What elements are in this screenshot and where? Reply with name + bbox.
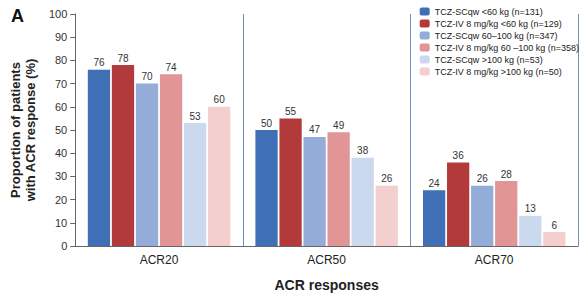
- svg-text:24: 24: [429, 178, 441, 189]
- svg-text:36: 36: [453, 150, 465, 161]
- svg-text:74: 74: [166, 62, 178, 73]
- svg-text:10: 10: [55, 217, 67, 229]
- svg-text:6: 6: [552, 220, 558, 231]
- svg-text:55: 55: [285, 106, 297, 117]
- svg-text:ACR50: ACR50: [307, 253, 346, 267]
- svg-text:38: 38: [357, 145, 369, 156]
- svg-text:100: 100: [49, 8, 67, 20]
- svg-text:ACR responses: ACR responses: [274, 277, 378, 293]
- svg-text:70: 70: [141, 71, 153, 82]
- svg-text:ACR20: ACR20: [140, 253, 179, 267]
- svg-text:26: 26: [381, 173, 393, 184]
- svg-text:50: 50: [261, 118, 273, 129]
- svg-text:20: 20: [55, 194, 67, 206]
- svg-text:with ACR response (%): with ACR response (%): [23, 59, 38, 203]
- svg-text:ACR70: ACR70: [475, 253, 514, 267]
- svg-text:Proportion of patients: Proportion of patients: [8, 62, 23, 198]
- svg-text:53: 53: [190, 111, 202, 122]
- svg-text:26: 26: [477, 173, 489, 184]
- svg-text:40: 40: [55, 147, 67, 159]
- svg-text:TCZ-IV 8 mg/kg >100 kg (n=50): TCZ-IV 8 mg/kg >100 kg (n=50): [435, 67, 562, 77]
- svg-text:60: 60: [214, 94, 226, 105]
- svg-text:TCZ-SCqw 60–100 kg (n=347): TCZ-SCqw 60–100 kg (n=347): [435, 31, 558, 41]
- svg-text:TCZ-IV 8 mg/kg <60 kg (n=129): TCZ-IV 8 mg/kg <60 kg (n=129): [435, 19, 562, 29]
- svg-text:78: 78: [117, 53, 129, 64]
- svg-text:49: 49: [333, 120, 345, 131]
- svg-text:A: A: [11, 6, 24, 26]
- svg-text:13: 13: [525, 203, 537, 214]
- svg-text:50: 50: [55, 124, 67, 136]
- svg-text:47: 47: [309, 124, 321, 135]
- svg-text:0: 0: [61, 240, 67, 252]
- svg-text:TCZ-SCqw >100 kg (n=53): TCZ-SCqw >100 kg (n=53): [435, 55, 543, 65]
- svg-text:28: 28: [501, 169, 513, 180]
- svg-text:70: 70: [55, 78, 67, 90]
- svg-text:TCZ-IV 8 mg/kg 60 –100 kg (n=3: TCZ-IV 8 mg/kg 60 –100 kg (n=358): [435, 43, 579, 53]
- svg-text:60: 60: [55, 101, 67, 113]
- svg-text:80: 80: [55, 54, 67, 66]
- svg-text:76: 76: [93, 57, 105, 68]
- svg-text:TCZ-SCqw <60 kg (n=131): TCZ-SCqw <60 kg (n=131): [435, 7, 543, 17]
- svg-text:90: 90: [55, 31, 67, 43]
- svg-text:30: 30: [55, 170, 67, 182]
